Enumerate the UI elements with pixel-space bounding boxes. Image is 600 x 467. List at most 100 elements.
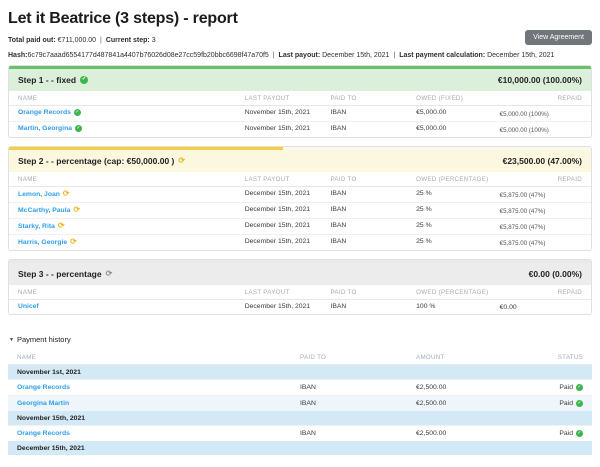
payment-history-table: NAME PAID TO AMOUNT STATUS November 1st, 20… — [8, 350, 592, 455]
step-status-icon: ✓ — [80, 76, 89, 84]
step-card: Step 1 - - fixed ✓ €10,000.00 (100.00%) … — [8, 65, 592, 138]
separator: | — [100, 37, 102, 44]
paid-to-cell: IBAN — [330, 125, 347, 132]
repaid-label: €5,000.00 (100%) — [499, 127, 549, 134]
step-rows: Lemon, Joan ⟳ December 15th, 2021 IBAN 2… — [9, 187, 591, 250]
column-header: NAME — [18, 289, 38, 296]
repaid-cell: €5,875.00 (47%) — [500, 222, 582, 231]
amount-cell: €2,500.00 — [416, 400, 447, 407]
paid-to-cell: IBAN — [330, 303, 347, 310]
step-table-header-row: NAME LAST PAYOUT PAID TO OWED (FIXED) RE… — [9, 91, 591, 106]
payee-link[interactable]: Georgina Martin — [17, 400, 70, 407]
step-title: Step 3 - - percentage — [18, 269, 102, 279]
step-header: Step 1 - - fixed ✓ €10,000.00 (100.00%) — [9, 69, 591, 91]
column-header: STATUS — [557, 354, 583, 361]
table-row: Unicef December 15th, 2021 IBAN 100 % €0… — [9, 300, 591, 314]
status-cell: Paid ✓ — [512, 384, 583, 391]
owed-cell: 100 % — [416, 303, 436, 310]
owed-cell: 25 % — [416, 222, 432, 229]
repaid-label: €0.00 — [499, 304, 517, 311]
step-progress-track — [9, 66, 591, 69]
table-row: Martin, Georgina ✓ November 15th, 2021 I… — [9, 121, 591, 137]
report-page: Let it Beatrice (3 steps) - report Total… — [8, 10, 592, 455]
recipient-link[interactable]: Starky, Rita — [18, 222, 55, 230]
total-paid-label: Total paid out: — [8, 37, 56, 44]
caret-down-icon: ▼ — [9, 336, 14, 343]
recipient-link[interactable]: Martin, Georgina — [18, 125, 73, 132]
step-total: €23,500.00 (47.00%) — [502, 156, 582, 166]
repaid-cell: €5,000.00 (100%) — [500, 109, 582, 118]
column-header: LAST PAYOUT — [244, 95, 290, 102]
column-header: OWED (PERCENTAGE) — [416, 176, 489, 183]
payment-row: Georgina Martin IBAN €2,500.00 Paid ✓ — [8, 395, 592, 411]
hash-line: Hash:6c79c7aaad6554177d487841a4407b76026… — [8, 51, 592, 62]
step-total: €0.00 (0.00%) — [528, 269, 582, 279]
step-progress-fill — [9, 147, 283, 150]
repaid-cell: €5,875.00 (47%) — [500, 190, 582, 199]
total-paid-value: €711,000.00 — [57, 37, 97, 44]
step-table-header-row: NAME LAST PAYOUT PAID TO OWED (PERCENTAG… — [9, 285, 591, 300]
last-payout-cell: December 15th, 2021 — [244, 238, 311, 245]
repaid-label: €5,000.00 (100%) — [499, 111, 549, 118]
column-header: PAID TO — [330, 176, 357, 183]
owed-cell: 25 % — [416, 206, 432, 213]
table-row: McCarthy, Paula ⟳ December 15th, 2021 IB… — [9, 202, 591, 218]
repaid-cell: €5,875.00 (47%) — [500, 206, 582, 215]
separator: | — [272, 51, 275, 59]
column-header: NAME — [18, 176, 38, 183]
last-payout-value: December 15th, 2021 — [322, 51, 390, 59]
paid-to-cell: IBAN — [330, 238, 347, 245]
column-header: PAID TO — [300, 354, 327, 361]
amount-cell: €2,500.00 — [416, 430, 447, 437]
paid-check-icon: ✓ — [576, 430, 583, 437]
recipient-link[interactable]: McCarthy, Paula — [18, 206, 71, 214]
step-header: Step 3 - - percentage ⟳ €0.00 (0.00%) — [9, 263, 591, 285]
last-payout-cell: December 15th, 2021 — [244, 222, 311, 229]
column-header: REPAID — [557, 176, 582, 183]
view-agreement-button[interactable]: View Agreement — [525, 30, 592, 45]
repaid-cell: €5,875.00 (47%) — [500, 238, 582, 247]
column-header: NAME — [18, 95, 38, 102]
paid-to-cell: IBAN — [330, 222, 347, 229]
paid-to-cell: IBAN — [300, 384, 316, 391]
payment-history-toggle[interactable]: ▼ Payment history — [9, 335, 71, 344]
table-row: Lemon, Joan ⟳ December 15th, 2021 IBAN 2… — [9, 187, 591, 202]
row-status-icon: ⟳ — [62, 189, 70, 198]
paid-check-icon: ✓ — [576, 400, 583, 407]
column-header: PAID TO — [330, 289, 357, 296]
payment-history-rows: November 1st, 2021 Orange Records IBAN €… — [8, 365, 592, 455]
row-status-icon: ✓ — [73, 109, 81, 116]
recipient-link[interactable]: Orange Records — [18, 109, 71, 116]
step-status-icon: ⟳ — [178, 156, 186, 165]
step-progress-track — [9, 147, 591, 150]
steps: Step 1 - - fixed ✓ €10,000.00 (100.00%) … — [8, 65, 592, 315]
column-header: REPAID — [557, 289, 582, 296]
status-cell: Paid ✓ — [512, 400, 583, 407]
page-title: Let it Beatrice (3 steps) - report — [8, 10, 238, 27]
recipient-link[interactable]: Harris, Georgie — [18, 238, 68, 246]
separator: | — [393, 51, 396, 59]
column-header: OWED (PERCENTAGE) — [416, 289, 489, 296]
table-row: Orange Records ✓ November 15th, 2021 IBA… — [9, 106, 591, 121]
recipient-link[interactable]: Unicef — [18, 303, 39, 310]
table-row: Harris, Georgie ⟳ December 15th, 2021 IB… — [9, 234, 591, 250]
payee-link[interactable]: Orange Records — [17, 430, 70, 437]
current-step-value: 3 — [151, 37, 156, 44]
step-table-header-row: NAME LAST PAYOUT PAID TO OWED (PERCENTAG… — [9, 172, 591, 187]
column-header: REPAID — [557, 95, 582, 102]
payment-row: Orange Records IBAN €2,500.00 Paid ✓ — [8, 425, 592, 441]
row-status-icon: ⟳ — [57, 221, 65, 230]
paid-to-cell: IBAN — [330, 109, 347, 116]
column-header: PAID TO — [330, 95, 357, 102]
column-header: AMOUNT — [416, 354, 445, 361]
payee-link[interactable]: Orange Records — [17, 384, 70, 391]
owed-cell: 25 % — [416, 190, 432, 197]
last-calc-value: December 15th, 2021 — [487, 51, 555, 59]
hash-label: Hash: — [8, 51, 28, 59]
recipient-link[interactable]: Lemon, Joan — [18, 190, 60, 198]
step-card: Step 3 - - percentage ⟳ €0.00 (0.00%) NA… — [8, 259, 592, 315]
last-calc-label: Last payment calculation: — [399, 51, 486, 59]
step-total: €10,000.00 (100.00%) — [497, 75, 582, 85]
payment-date-group-row: December 15th, 2021 — [8, 441, 592, 455]
owed-cell: €5,000.00 — [416, 109, 447, 116]
